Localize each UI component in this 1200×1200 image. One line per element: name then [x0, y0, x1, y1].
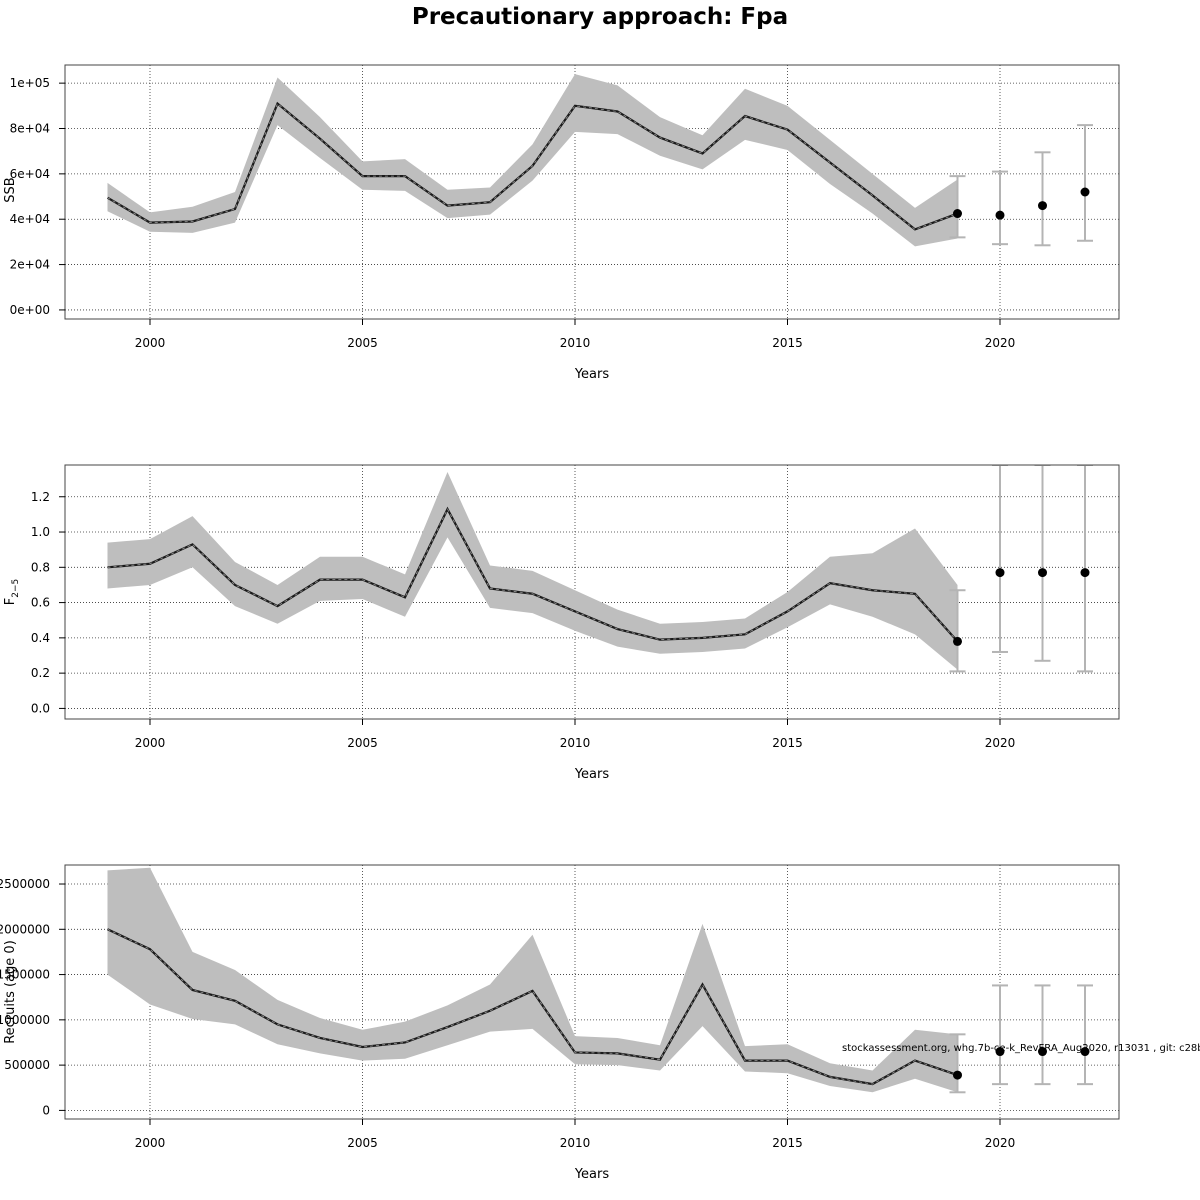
ssb-confidence-band — [107, 74, 958, 247]
fishing-mortality-panel: 2000 2005 2010 2015 2020 0.0 0.2 0.4 0.6 0.8 1.0 1.… — [3, 464, 1120, 782]
source-annotation: stockassessment.org, whg.7b-ce-k_RevFRA_… — [842, 1043, 1200, 1054]
fbar-plot-frame — [64, 464, 1120, 720]
fbar-estimate-dash — [107, 508, 958, 642]
y-axis-label: SSB — [3, 177, 18, 202]
x-tick-label: 2000 — [135, 336, 166, 350]
x-tick-label: 2015 — [772, 336, 803, 350]
forecast-point — [995, 568, 1005, 578]
y-tick-label: 2e+04 — [10, 258, 50, 272]
forecast-point — [1080, 1047, 1090, 1057]
x-tick-label: 2005 — [347, 736, 378, 750]
y-tick-label: 1.2 — [31, 490, 50, 504]
forecast-point — [1080, 187, 1090, 197]
ssb-plot-area — [65, 65, 1119, 319]
forecast-point — [1038, 201, 1047, 211]
x-axis-label: Years — [574, 1167, 610, 1182]
x-tick-label: 2015 — [772, 1136, 803, 1150]
figure-title: Precautionary approach: Fpa — [412, 4, 788, 30]
y-tick-label: 6e+04 — [10, 167, 50, 181]
forecast-point — [1038, 1047, 1047, 1057]
recruits-plot-frame — [64, 864, 1120, 1120]
forecast-point — [953, 1070, 962, 1080]
y-tick-label: 0.8 — [31, 560, 50, 574]
y-tick-label: 0.6 — [31, 596, 50, 610]
recruits-confidence-band — [107, 867, 958, 1093]
x-tick-label: 2000 — [135, 1136, 166, 1150]
ssb-panel: 2000 2005 2010 2015 2020 0e+00 2e+04 4e+04 6e+04… — [3, 64, 1120, 382]
recruits-plot-area — [65, 865, 1119, 1119]
x-tick-label: 2005 — [347, 1136, 378, 1150]
y-tick-label: 0 — [42, 1103, 50, 1117]
x-tick-label: 2005 — [347, 336, 378, 350]
y-tick-label: 1500000 — [0, 968, 50, 982]
y-tick-label: 1e+05 — [10, 76, 50, 90]
y-tick-label: 0.2 — [31, 666, 50, 680]
y-tick-label: 1000000 — [0, 1013, 50, 1027]
forecast-point — [995, 1047, 1005, 1057]
y-tick-label: 500000 — [4, 1058, 50, 1072]
forecast-point — [1080, 568, 1090, 578]
y-tick-label: 8e+04 — [10, 122, 50, 136]
fbar-plot-area — [65, 465, 1119, 719]
x-tick-label: 2020 — [985, 736, 1016, 750]
x-axis-label: Years — [574, 767, 610, 782]
x-tick-label: 2010 — [560, 1136, 591, 1150]
x-tick-label: 2010 — [560, 336, 591, 350]
forecast-point — [1038, 568, 1047, 578]
ssb-plot-frame — [64, 64, 1120, 320]
forecast-point — [953, 636, 962, 646]
ssb-estimate-dash — [107, 102, 958, 230]
y-tick-label: 1.0 — [31, 525, 50, 539]
y-tick-label: 4e+04 — [10, 212, 50, 226]
x-tick-label: 2020 — [985, 1136, 1016, 1150]
y-tick-label: 0.4 — [31, 631, 50, 645]
x-tick-label: 2015 — [772, 736, 803, 750]
y-axis-label: F2−5 — [3, 579, 21, 605]
x-axis-label: Years — [574, 367, 610, 382]
x-tick-label: 2000 — [135, 736, 166, 750]
y-tick-label: 2000000 — [0, 922, 50, 936]
y-tick-label: 0.0 — [31, 701, 50, 715]
x-tick-label: 2020 — [985, 336, 1016, 350]
x-tick-label: 2010 — [560, 736, 591, 750]
recruitment-panel: 2000 2005 2010 2015 2020 0 500000 1000000 150000… — [0, 864, 1120, 1182]
y-axis-label: Recruits (age 0) — [3, 940, 18, 1044]
y-axis-label-subscript: 2−5 — [11, 579, 21, 598]
y-tick-label: 2500000 — [0, 877, 50, 891]
forecast-point — [953, 209, 962, 219]
forecast-point — [995, 210, 1005, 220]
fbar-confidence-band — [107, 472, 958, 670]
recruits-estimate-line — [107, 928, 958, 1086]
y-tick-label: 0e+00 — [10, 303, 50, 317]
